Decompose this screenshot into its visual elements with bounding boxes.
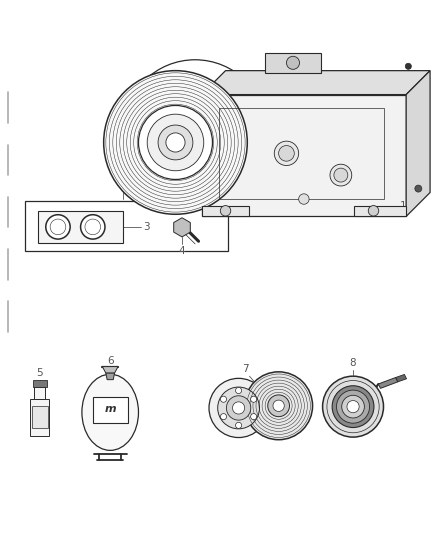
Polygon shape — [201, 71, 430, 94]
Circle shape — [166, 133, 185, 152]
Polygon shape — [354, 206, 406, 216]
Circle shape — [251, 414, 257, 419]
Text: m: m — [104, 404, 116, 414]
Text: 1: 1 — [399, 200, 406, 211]
Circle shape — [245, 372, 313, 440]
Circle shape — [347, 400, 359, 413]
Circle shape — [226, 396, 251, 420]
Circle shape — [279, 146, 294, 161]
Bar — [39, 211, 123, 243]
Circle shape — [334, 168, 348, 182]
Bar — [33, 380, 47, 387]
Circle shape — [233, 402, 245, 414]
Circle shape — [322, 376, 384, 437]
Polygon shape — [396, 375, 406, 382]
Circle shape — [220, 206, 231, 216]
Ellipse shape — [82, 374, 138, 450]
Bar — [93, 397, 127, 423]
Polygon shape — [378, 377, 398, 389]
Circle shape — [268, 395, 290, 417]
Text: 6: 6 — [107, 356, 113, 366]
Text: 3: 3 — [143, 222, 149, 232]
Circle shape — [220, 414, 226, 419]
Circle shape — [104, 71, 247, 214]
Circle shape — [415, 185, 422, 192]
Circle shape — [342, 395, 364, 418]
Polygon shape — [102, 367, 118, 373]
Text: 8: 8 — [350, 358, 357, 368]
Polygon shape — [201, 94, 406, 216]
Text: 5: 5 — [36, 368, 43, 378]
Text: 7: 7 — [242, 364, 248, 374]
Circle shape — [274, 141, 299, 166]
Circle shape — [81, 215, 105, 239]
Circle shape — [46, 215, 70, 239]
Circle shape — [251, 396, 257, 402]
Circle shape — [405, 63, 411, 69]
Bar — [25, 201, 228, 251]
Circle shape — [330, 164, 352, 186]
Circle shape — [236, 387, 242, 393]
Circle shape — [336, 390, 370, 423]
Bar — [30, 399, 49, 436]
Polygon shape — [406, 71, 430, 216]
Circle shape — [147, 114, 204, 171]
Text: 2: 2 — [120, 180, 127, 190]
Circle shape — [286, 56, 300, 69]
Circle shape — [236, 422, 242, 429]
Polygon shape — [201, 206, 250, 216]
Circle shape — [273, 400, 284, 411]
Polygon shape — [265, 53, 321, 73]
Bar — [32, 406, 47, 427]
Circle shape — [368, 206, 379, 216]
Circle shape — [218, 387, 259, 429]
Text: 4: 4 — [179, 246, 185, 256]
Circle shape — [158, 125, 193, 160]
Circle shape — [220, 396, 226, 402]
Circle shape — [332, 386, 374, 427]
Polygon shape — [106, 373, 115, 379]
Circle shape — [138, 106, 212, 180]
Bar — [219, 108, 385, 199]
Bar — [35, 387, 45, 399]
Polygon shape — [174, 218, 190, 237]
Circle shape — [299, 194, 309, 204]
Circle shape — [209, 378, 268, 438]
